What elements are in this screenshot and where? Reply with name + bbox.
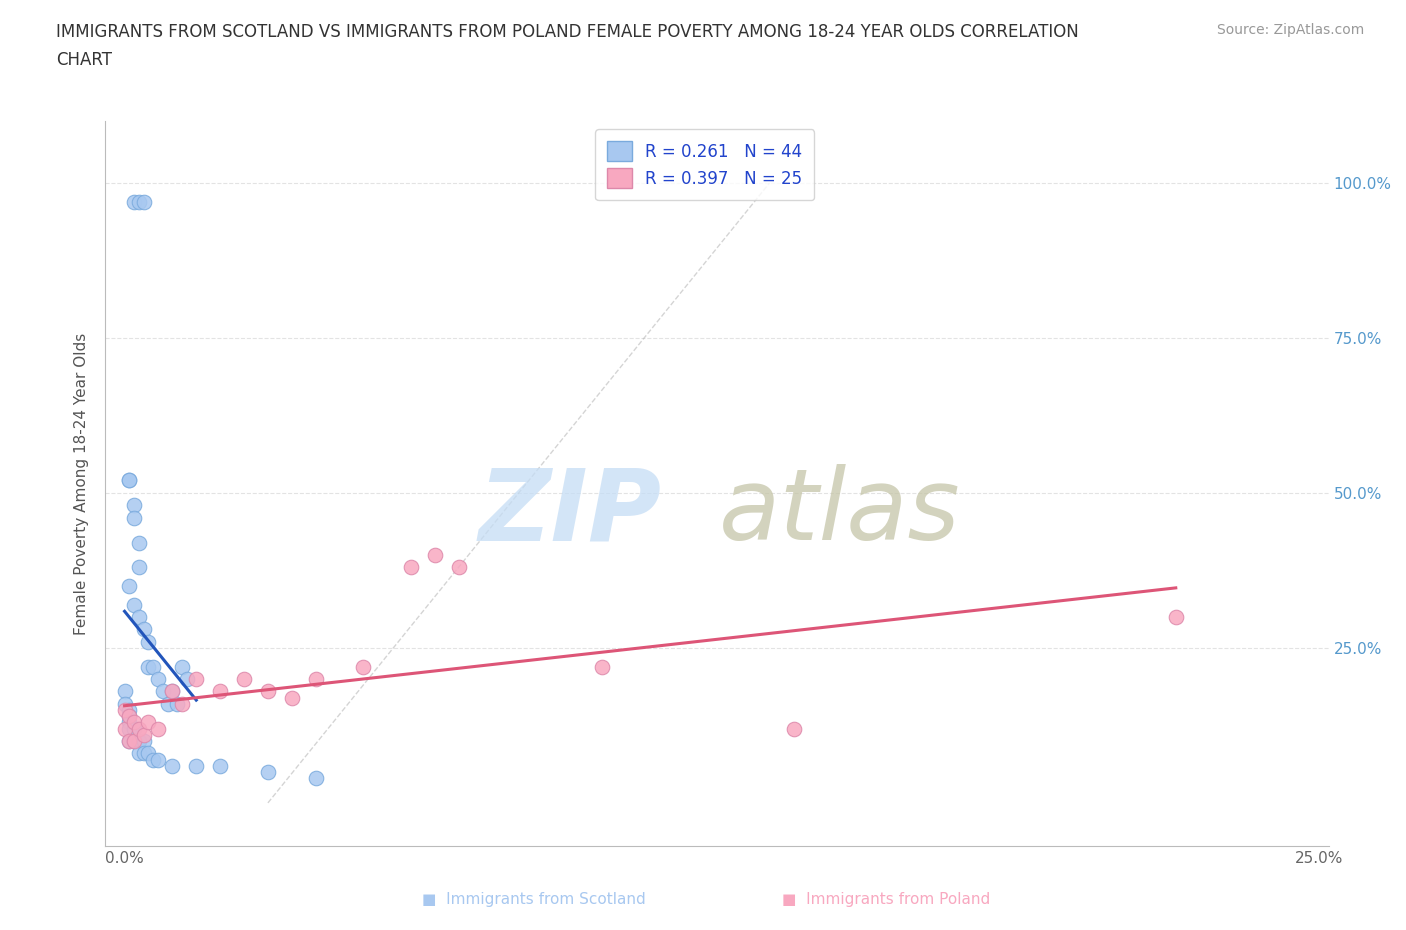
Point (128, 560, 150, 575)
Text: ZIP: ZIP (479, 464, 662, 561)
Point (166, 697, 188, 711)
Point (122, 597, 145, 612)
Point (138, 746, 160, 761)
Point (122, 511, 145, 525)
Point (114, 697, 136, 711)
Point (122, 715, 145, 730)
Point (152, 684, 174, 698)
Point (423, 548, 446, 563)
Point (176, 671, 198, 686)
Point (138, 715, 160, 730)
Point (591, 659, 613, 674)
Point (170, 659, 193, 674)
Point (114, 721, 136, 736)
Point (233, 671, 256, 686)
Point (132, 746, 155, 761)
Point (146, 721, 169, 736)
Point (118, 473, 141, 488)
Point (118, 578, 141, 593)
Point (257, 764, 280, 779)
Point (186, 758, 208, 773)
Text: ■  Immigrants from Poland: ■ Immigrants from Poland (782, 892, 990, 907)
Point (142, 659, 165, 674)
Point (128, 535, 150, 550)
Point (782, 721, 804, 736)
Point (142, 752, 165, 767)
Point (118, 709, 141, 724)
Point (118, 709, 141, 724)
Point (122, 194, 145, 209)
Point (128, 609, 150, 624)
Point (138, 634, 160, 649)
Point (162, 758, 184, 773)
Point (162, 684, 184, 698)
Point (399, 560, 422, 575)
Point (118, 721, 141, 736)
Point (122, 498, 145, 512)
Point (128, 734, 150, 749)
Point (132, 194, 155, 209)
Point (281, 690, 304, 705)
Point (162, 684, 184, 698)
Point (132, 622, 155, 637)
Text: ■  Immigrants from Scotland: ■ Immigrants from Scotland (422, 892, 647, 907)
Point (447, 560, 470, 575)
Text: atlas: atlas (718, 464, 960, 561)
Point (209, 758, 232, 773)
Point (128, 746, 150, 761)
Point (1164, 609, 1187, 624)
Point (186, 671, 208, 686)
Text: IMMIGRANTS FROM SCOTLAND VS IMMIGRANTS FROM POLAND FEMALE POVERTY AMONG 18-24 YE: IMMIGRANTS FROM SCOTLAND VS IMMIGRANTS F… (56, 23, 1078, 41)
Point (118, 702, 141, 717)
Point (118, 715, 141, 730)
Point (146, 752, 169, 767)
Point (118, 473, 141, 488)
Point (257, 684, 280, 698)
Point (170, 697, 193, 711)
Point (305, 771, 328, 786)
Point (114, 684, 136, 698)
Point (114, 702, 136, 717)
Point (138, 659, 160, 674)
Point (209, 684, 232, 698)
Text: CHART: CHART (56, 51, 112, 69)
Point (146, 671, 169, 686)
Point (122, 734, 145, 749)
Text: Source: ZipAtlas.com: Source: ZipAtlas.com (1216, 23, 1364, 37)
Point (122, 721, 145, 736)
Point (353, 659, 375, 674)
Legend: R = 0.261   N = 44, R = 0.397   N = 25: R = 0.261 N = 44, R = 0.397 N = 25 (595, 129, 814, 200)
Point (118, 734, 141, 749)
Point (118, 734, 141, 749)
Point (156, 697, 179, 711)
Point (305, 671, 328, 686)
Y-axis label: Female Poverty Among 18-24 Year Olds: Female Poverty Among 18-24 Year Olds (75, 333, 90, 635)
Point (128, 194, 150, 209)
Point (132, 727, 155, 742)
Point (132, 734, 155, 749)
Point (122, 734, 145, 749)
Point (128, 721, 150, 736)
